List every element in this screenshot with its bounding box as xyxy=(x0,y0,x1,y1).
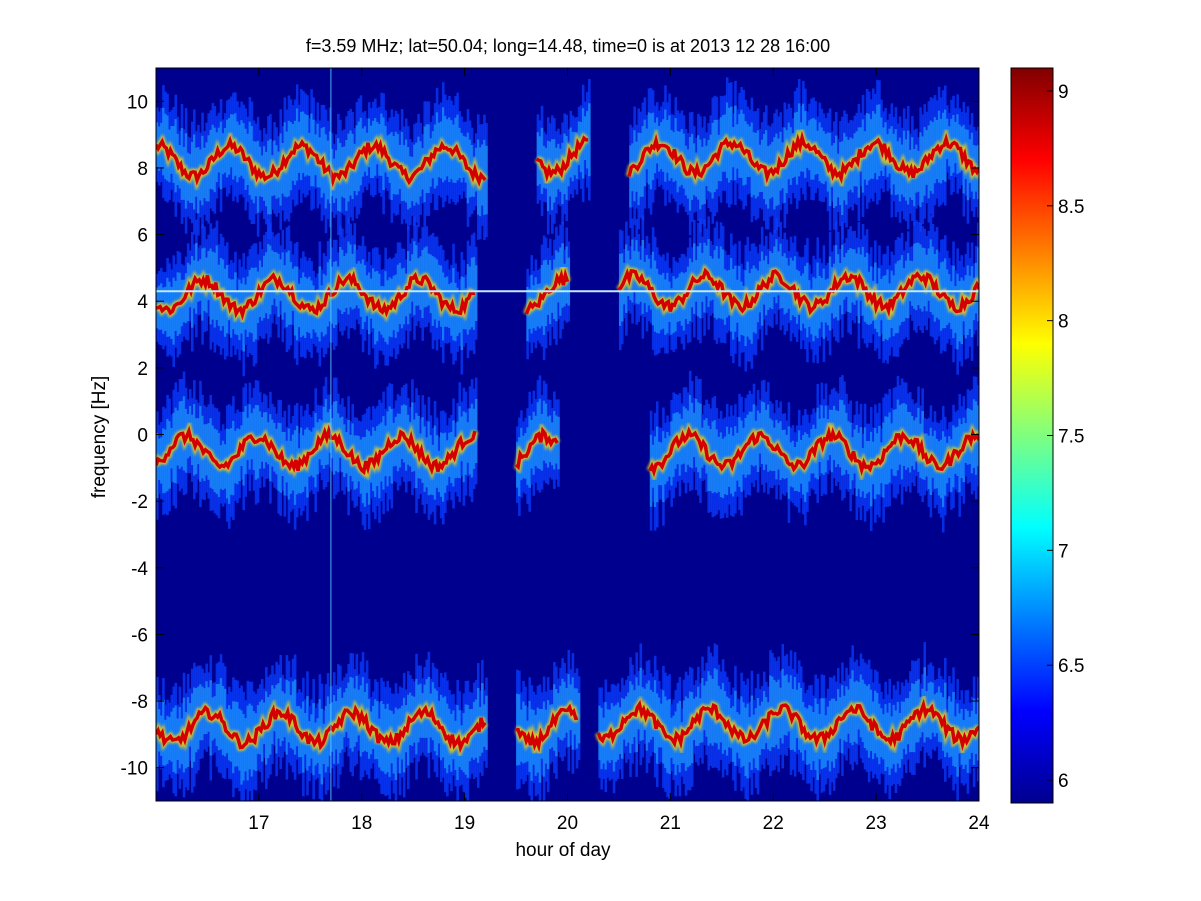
x-tick-label: 24 xyxy=(968,813,990,834)
band-ridge xyxy=(514,426,559,471)
band-mid xyxy=(485,695,488,750)
y-tick-label: 0 xyxy=(137,426,148,447)
band-ridge xyxy=(648,425,979,478)
plot-area xyxy=(155,67,980,802)
y-tick-label: 6 xyxy=(137,226,148,247)
colorbar-tick-label: 7.5 xyxy=(1058,427,1084,448)
spectral-band xyxy=(156,651,489,801)
y-tick-label: -6 xyxy=(131,625,148,646)
y-tick-label: 8 xyxy=(137,159,148,180)
band-ridge xyxy=(516,703,578,753)
band-ridge xyxy=(156,704,487,754)
y-tick-label: -2 xyxy=(131,492,148,513)
y-tick-label: 2 xyxy=(137,359,148,380)
band-mid xyxy=(588,103,591,177)
band-ridge xyxy=(156,135,487,188)
y-axis-label: frequency [Hz] xyxy=(89,376,110,499)
colorbar-ticks: 9 8.5 8 7.5 7 6.5 6 xyxy=(1047,82,1084,792)
spectral-band xyxy=(156,216,478,377)
colorbar-tick-label: 8.5 xyxy=(1058,197,1084,218)
x-tick-label: 21 xyxy=(660,813,681,834)
colorbar-gradient xyxy=(1010,67,1054,804)
y-tick-label: -10 xyxy=(121,759,148,780)
y-tick-label: -4 xyxy=(131,559,148,580)
spectral-band xyxy=(534,78,591,235)
band-mid xyxy=(474,398,478,464)
spectral-band xyxy=(646,370,979,533)
y-tick-label: -8 xyxy=(131,692,148,713)
colorbar: 9 8.5 8 7.5 7 6.5 6 xyxy=(1010,67,1084,804)
spectral-band xyxy=(156,82,488,240)
x-tick-label: 20 xyxy=(557,813,578,834)
spectrogram-bands xyxy=(156,68,979,801)
colorbar-tick-label: 9 xyxy=(1058,82,1069,103)
band-ridge xyxy=(617,267,979,318)
band-ridge xyxy=(156,424,477,476)
band-mid xyxy=(577,693,581,744)
spectral-band xyxy=(625,77,979,240)
colorbar-tick-label: 6.5 xyxy=(1058,656,1084,677)
x-tick-label: 23 xyxy=(866,813,887,834)
band-ridge xyxy=(156,270,476,321)
x-tick-label: 22 xyxy=(763,813,784,834)
spectral-band xyxy=(156,371,479,531)
band-mid xyxy=(485,145,488,215)
x-tick-label: 19 xyxy=(454,813,475,834)
colorbar-tick-label: 8 xyxy=(1058,312,1069,333)
spectral-band xyxy=(513,375,561,516)
y-tick-label: 10 xyxy=(127,92,148,113)
x-tick-label: 18 xyxy=(351,813,372,834)
spectral-band xyxy=(514,649,581,801)
band-mid xyxy=(474,265,478,322)
band-mid xyxy=(557,416,560,470)
band-mid xyxy=(567,257,571,306)
band-ridge xyxy=(627,130,979,185)
y-axis-ticks: 10 8 6 4 2 0 -2 -4 -6 -8 -10 xyxy=(121,92,979,780)
spectral-band xyxy=(595,642,979,801)
band-ridge xyxy=(596,698,979,752)
x-tick-label: 17 xyxy=(248,813,269,834)
chart-title: f=3.59 MHz; lat=50.04; long=14.48, time=… xyxy=(306,36,830,56)
y-tick-label: 4 xyxy=(137,292,148,313)
colorbar-tick-label: 7 xyxy=(1058,541,1069,562)
x-axis-label: hour of day xyxy=(515,840,611,861)
x-axis-ticks: 17 18 19 20 21 22 23 24 xyxy=(248,68,990,834)
spectral-band xyxy=(616,215,979,375)
colorbar-tick-label: 6 xyxy=(1058,771,1069,792)
band-ridge xyxy=(524,268,570,315)
band-ridge xyxy=(535,135,589,183)
